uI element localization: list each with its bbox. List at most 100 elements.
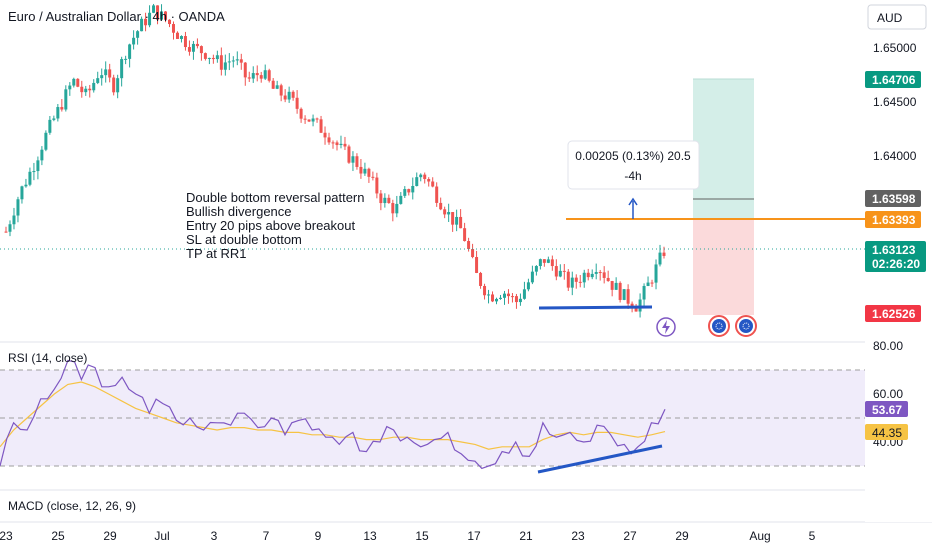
svg-text:1.64706: 1.64706 [872,73,916,87]
time-axis-label: 21 [519,529,533,543]
candle-down [295,97,299,109]
candle-up [642,285,646,300]
candle-down [199,46,203,54]
time-axis-label: 27 [623,529,637,543]
annotation-line-1: Double bottom reversal pattern [186,190,364,205]
candle-up [84,88,88,93]
economic-event-icon[interactable] [708,315,730,337]
time-axis-label: Jul [154,529,169,543]
candle-down [255,73,259,76]
candle-down [187,47,191,52]
candle-up [28,171,32,185]
take-profit-zone[interactable] [693,79,754,219]
candle-up [447,212,451,215]
candle-up [207,57,211,59]
candle-up [570,277,574,288]
svg-text:1.63598: 1.63598 [872,192,916,206]
rsi-line [0,359,666,470]
candle-down [431,181,435,187]
candle-down [76,78,80,87]
candle-down [144,18,148,26]
time-axis-label: 25 [51,529,65,543]
rsi-value-tag: 53.67 [865,401,908,417]
candle-up [518,298,522,303]
time-axis[interactable]: 23 25 29 Jul 3 7 9 13 15 17 21 23 27 29 Aug 5 [0,529,816,543]
candle-down [375,177,379,194]
candle-up [20,186,24,200]
candle-down [239,59,243,63]
candle-down [407,189,411,193]
candle-up [594,272,598,274]
countdown: 02:26:20 [872,257,920,271]
annotation-line-3: Entry 20 pips above breakout [186,218,355,233]
candle-up [191,43,195,52]
candle-up [658,252,662,265]
candle-up [64,89,68,110]
candle-down [662,252,666,256]
svg-text:1.63123: 1.63123 [872,243,916,257]
candle-down [439,202,443,210]
currency-selector[interactable]: AUD [867,4,927,30]
svg-text:1.63393: 1.63393 [872,213,916,227]
candle-up [654,264,658,283]
candle-down [459,216,463,229]
time-axis-label: 29 [675,529,689,543]
time-axis-label: 7 [263,529,270,543]
candle-down [610,281,614,290]
measure-time: -4h [624,169,641,183]
candle-up [52,118,56,120]
candle-up [546,259,550,263]
candle-down [219,55,223,70]
candle-up [582,272,586,283]
candle-down [379,193,383,204]
sl-price-tag: 1.62526 [865,305,921,322]
stop-loss-zone[interactable] [693,219,754,315]
candle-down [542,259,546,263]
candle-up [12,215,16,225]
candle-up [403,189,407,196]
candle-down [4,231,8,233]
gray-price-tag: 1.63598 [865,190,921,207]
lightning-icon[interactable] [656,317,676,337]
candle-down [156,5,160,20]
candle-up [495,298,499,302]
rsi-axis-label: 60.00 [873,387,903,401]
candle-up [339,143,343,146]
annotation-line-5: TP at RR1 [186,246,246,261]
svg-text:53.67: 53.67 [872,403,902,417]
candle-down [463,228,467,242]
time-axis-label: 17 [467,529,481,543]
candle-down [283,95,287,100]
candle-down [88,88,92,91]
candle-down [315,118,319,120]
annotation-line-4: SL at double bottom [186,232,302,247]
candle-up [411,186,415,193]
candle-up [68,85,72,90]
measure-box [567,140,700,190]
candle-down [550,259,554,267]
annotation-text: Double bottom reversal pattern Bullish d… [186,190,364,261]
candle-down [195,43,199,47]
candle-down [578,281,582,283]
candle-down [475,257,479,273]
economic-event-icon[interactable] [735,315,757,337]
candle-up [399,195,403,204]
candle-down [634,308,638,312]
annotation-line-2: Bullish divergence [186,204,292,219]
candle-down [359,166,363,174]
candle-up [534,266,538,272]
candle-up [419,174,423,178]
tp-price-tag: 1.64706 [865,71,921,88]
candle-up [251,73,255,79]
candle-down [171,24,175,33]
divergence-line[interactable] [537,444,663,474]
candle-down [108,69,112,78]
double-bottom-line[interactable] [538,305,653,310]
measure-arrow-head [628,197,638,206]
candle-up [36,160,40,172]
candle-up [152,5,156,13]
candle-up [383,197,387,204]
candle-up [231,60,235,62]
candle-down [491,294,495,302]
price-axis[interactable]: 1.65000 1.64500 1.64000 [873,41,917,163]
